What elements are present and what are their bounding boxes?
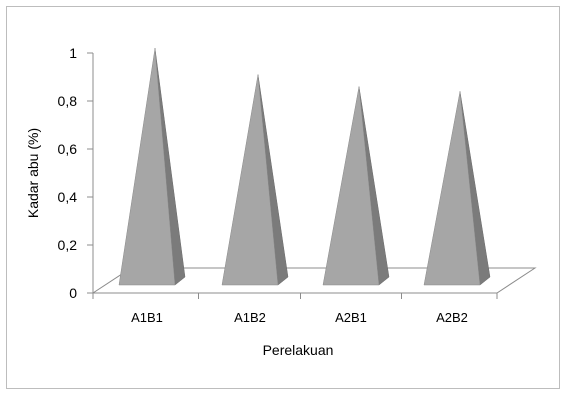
x-category-label: A2B1	[335, 310, 367, 325]
y-tick-label: 0	[69, 285, 77, 301]
chart-floor	[91, 267, 537, 294]
x-category-label: A1B1	[131, 310, 163, 325]
pyramid-front-face	[423, 91, 481, 286]
pyramid-front-face	[118, 48, 176, 286]
y-tick-label: 0,4	[58, 189, 78, 205]
x-axis-label: Perelakuan	[263, 342, 334, 358]
pyramid-front-face	[322, 86, 380, 286]
y-axis-label: Kadar abu (%)	[25, 128, 41, 218]
pyramid-bar-A1B2	[221, 74, 289, 286]
pyramid-front-face	[221, 74, 279, 286]
y-tick-label: 0,8	[58, 93, 78, 109]
pyramid-bar-A2B1	[322, 86, 390, 286]
pyramid-bar-A2B2	[423, 91, 491, 286]
x-category-label: A2B2	[436, 310, 468, 325]
pyramid-bar-A1B1	[118, 48, 186, 286]
y-tick-label: 0,2	[58, 237, 78, 253]
y-tick-label: 1	[69, 45, 77, 61]
y-tick-label: 0,6	[58, 141, 78, 157]
x-category-label: A1B2	[234, 310, 266, 325]
